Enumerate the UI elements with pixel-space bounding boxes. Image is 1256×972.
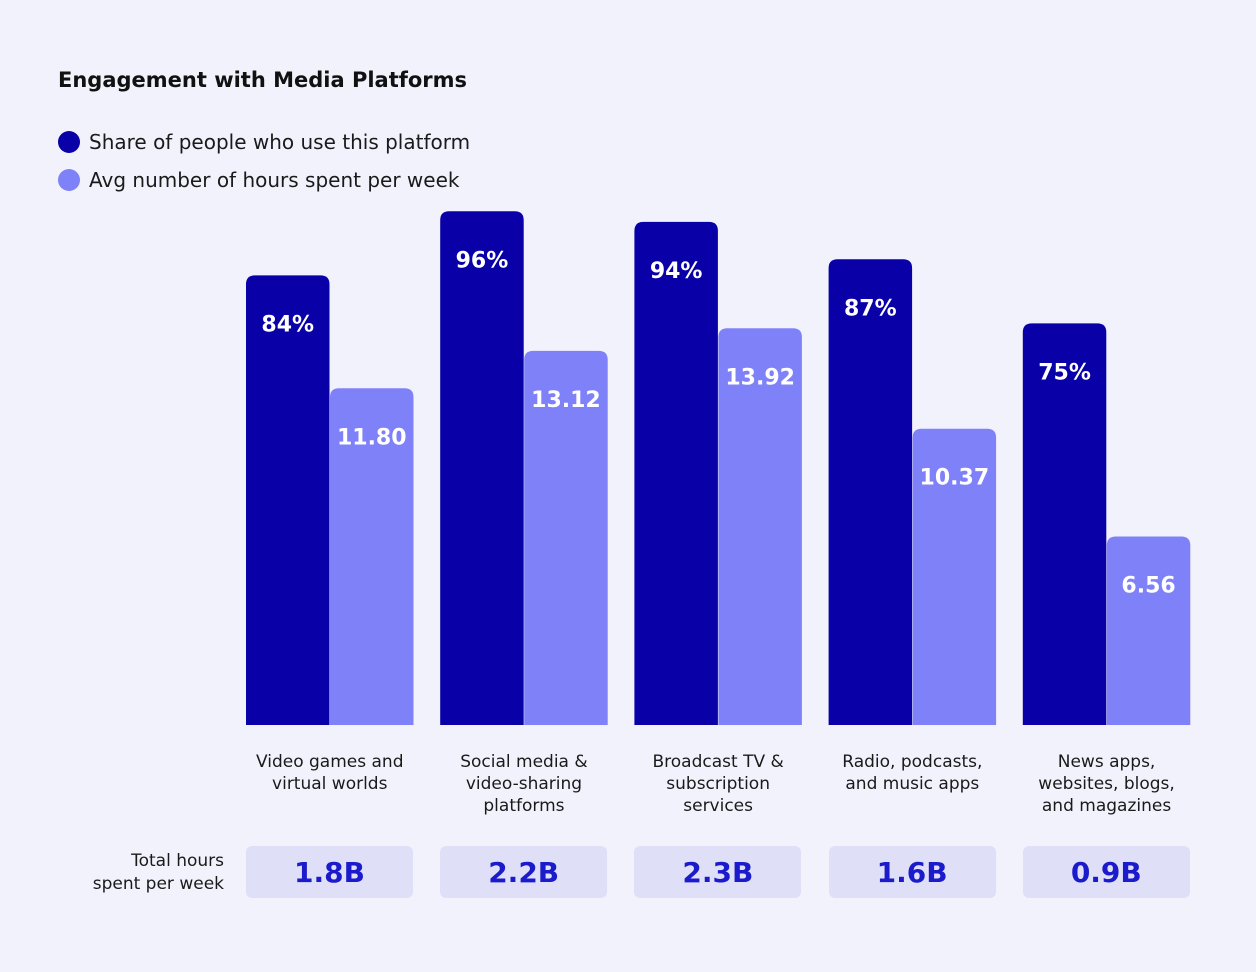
legend-label-hours: Avg number of hours spent per week <box>89 168 460 192</box>
category-label-line: News apps, <box>1057 752 1156 772</box>
bar-hours <box>1106 536 1191 725</box>
bar-hours <box>524 350 608 725</box>
bar-share <box>246 275 330 725</box>
legend-item-hours: Avg number of hours spent per week <box>58 167 459 193</box>
legend-item-share: Share of people who use this platform <box>58 129 470 155</box>
category-label-line: virtual worlds <box>272 774 388 794</box>
category-label-line: and magazines <box>1041 796 1172 816</box>
legend-label-share: Share of people who use this platform <box>89 130 471 154</box>
category-label-line: subscription <box>666 774 770 794</box>
category-label-line: and music apps <box>845 774 980 794</box>
total-hours-value: 2.2B <box>440 846 608 898</box>
total-hours-value: 1.6B <box>828 846 996 898</box>
category-label: Video games and virtual worlds <box>230 751 430 795</box>
category-label: Broadcast TV & subscription services <box>618 751 818 817</box>
bar-label-share: 84% <box>261 312 314 337</box>
legend-swatch-hours <box>58 169 80 191</box>
bar-share <box>1022 323 1107 725</box>
category-label-line: video-sharing <box>465 774 583 794</box>
category-label: Radio, podcasts, and music apps <box>812 751 1012 795</box>
category-label-line: Social media & <box>460 752 588 772</box>
bar-label-hours: 13.92 <box>725 365 795 390</box>
legend-swatch-share <box>58 131 80 153</box>
bar-hours <box>330 388 414 725</box>
category-label-line: services <box>683 796 754 816</box>
bar-share <box>634 221 718 725</box>
bar-label-share: 96% <box>456 248 509 273</box>
category-label-line: Video games and <box>255 752 404 772</box>
category-label-line: Radio, podcasts, <box>842 752 983 772</box>
totals-heading: Total hours spent per week <box>60 850 224 896</box>
bar-label-hours: 6.56 <box>1121 574 1175 599</box>
category-label: Social media & video-sharing platforms <box>424 751 624 817</box>
bar-label-hours: 11.80 <box>337 425 407 450</box>
total-hours-value: 1.8B <box>246 846 413 898</box>
bar-label-hours: 13.12 <box>531 388 601 413</box>
category-label-line: platforms <box>483 796 565 816</box>
bar-label-share: 87% <box>844 296 897 321</box>
bar-label-share: 94% <box>650 259 703 284</box>
category-label-line: Broadcast TV & <box>652 752 784 772</box>
category-label: News apps, websites, blogs, and magazines <box>1007 751 1207 817</box>
bar-label-hours: 10.37 <box>920 466 990 491</box>
bar-label-share: 75% <box>1038 360 1091 385</box>
totals-heading-line: Total hours <box>131 851 224 871</box>
total-hours-value: 2.3B <box>634 846 802 898</box>
total-hours-value: 0.9B <box>1022 846 1190 898</box>
bar-share <box>440 211 524 726</box>
bar-share <box>828 259 913 725</box>
bar-hours <box>718 328 802 725</box>
category-label-line: websites, blogs, <box>1038 774 1175 794</box>
chart-title: Engagement with Media Platforms <box>58 68 468 92</box>
bar-hours <box>912 428 997 725</box>
totals-heading-line: spent per week <box>92 874 224 894</box>
